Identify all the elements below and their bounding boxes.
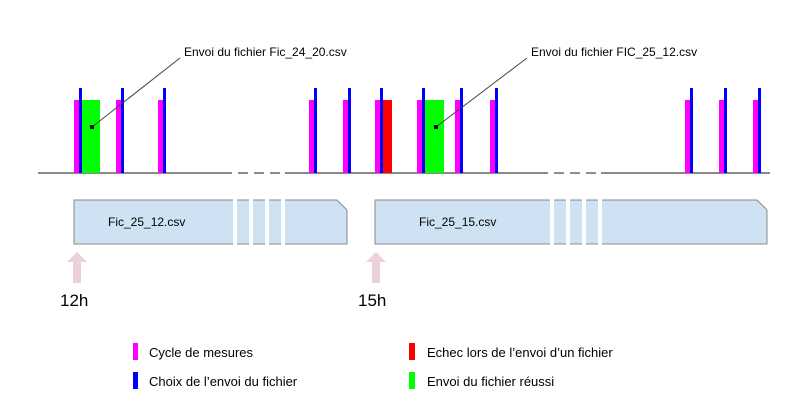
send-success-marker — [82, 100, 100, 173]
measure-cycle-marker — [309, 100, 314, 173]
callout-leader-line — [91, 57, 181, 128]
send-choice-marker — [724, 88, 727, 173]
measure-cycle-marker — [490, 100, 495, 173]
up-arrow-icon — [67, 252, 87, 283]
file-name-second: Fic_25_15.csv — [419, 215, 496, 229]
send-choice-marker — [79, 88, 82, 173]
file-box-gap — [265, 198, 269, 246]
file-box-gap — [550, 198, 554, 246]
send-choice-marker — [690, 88, 693, 173]
file-box-gap — [582, 198, 586, 246]
legend: Cycle de mesures Choix de l’envoi du fic… — [133, 343, 613, 389]
send-choice-marker — [163, 88, 166, 173]
send-choice-marker — [422, 88, 425, 173]
send-choice-marker — [758, 88, 761, 173]
callout-anchor — [434, 125, 438, 129]
file-box-first: Fic_25_12.csv — [73, 198, 348, 246]
legend-label: Envoi du fichier réussi — [427, 374, 554, 389]
send-failure-marker — [383, 100, 392, 173]
event-markers — [74, 88, 761, 173]
legend-label: Cycle de mesures — [149, 345, 254, 360]
measure-cycle-marker — [74, 100, 79, 173]
hour-label-first: 12h — [60, 291, 88, 310]
send-choice-marker — [314, 88, 317, 173]
measure-cycle-marker — [455, 100, 460, 173]
legend-swatch — [133, 372, 138, 389]
file-name-first: Fic_25_12.csv — [108, 215, 185, 229]
file-box-gap — [598, 198, 602, 246]
callout-right-text: Envoi du fichier FIC_25_12.csv — [531, 45, 697, 59]
measure-cycle-marker — [753, 100, 758, 173]
send-success-marker — [425, 100, 444, 173]
legend-item-send-choice: Choix de l’envoi du fichier — [133, 372, 298, 389]
file-box-gap — [281, 198, 285, 246]
legend-swatch — [409, 343, 415, 360]
up-arrow-icon — [366, 252, 386, 283]
file-box-gap — [233, 198, 237, 246]
measure-cycle-marker — [116, 100, 121, 173]
hour-label-second: 15h — [358, 291, 386, 310]
measure-cycle-marker — [343, 100, 348, 173]
legend-label: Choix de l’envoi du fichier — [149, 374, 298, 389]
callout-right: Envoi du fichier FIC_25_12.csv — [434, 45, 697, 129]
measure-cycle-marker — [417, 100, 422, 173]
legend-swatch — [133, 343, 138, 360]
send-choice-marker — [348, 88, 351, 173]
measure-cycle-marker — [685, 100, 690, 173]
callout-leader-line — [435, 57, 528, 128]
file-box-second: Fic_25_15.csv — [374, 198, 768, 246]
legend-item-measure-cycle: Cycle de mesures — [133, 343, 254, 360]
legend-swatch — [409, 372, 415, 389]
file-box-shape — [73, 199, 348, 245]
hour-marker-second: 15h — [358, 252, 386, 310]
hour-marker-first: 12h — [60, 252, 88, 310]
callout-left: Envoi du fichier Fic_24_20.csv — [90, 45, 347, 129]
callout-left-text: Envoi du fichier Fic_24_20.csv — [184, 45, 347, 59]
callout-anchor — [90, 125, 94, 129]
measure-cycle-marker — [158, 100, 163, 173]
file-box-gap — [566, 198, 570, 246]
legend-item-send-success: Envoi du fichier réussi — [409, 372, 554, 389]
measure-cycle-marker — [719, 100, 724, 173]
send-choice-marker — [495, 88, 498, 173]
send-choice-marker — [121, 88, 124, 173]
legend-label: Echec lors de l’envoi d’un fichier — [427, 345, 613, 360]
file-box-gap — [249, 198, 253, 246]
send-choice-marker — [380, 88, 383, 173]
file-box-shape — [374, 199, 768, 245]
legend-item-send-failure: Echec lors de l’envoi d’un fichier — [409, 343, 613, 360]
measure-cycle-marker — [375, 100, 380, 173]
send-choice-marker — [460, 88, 463, 173]
